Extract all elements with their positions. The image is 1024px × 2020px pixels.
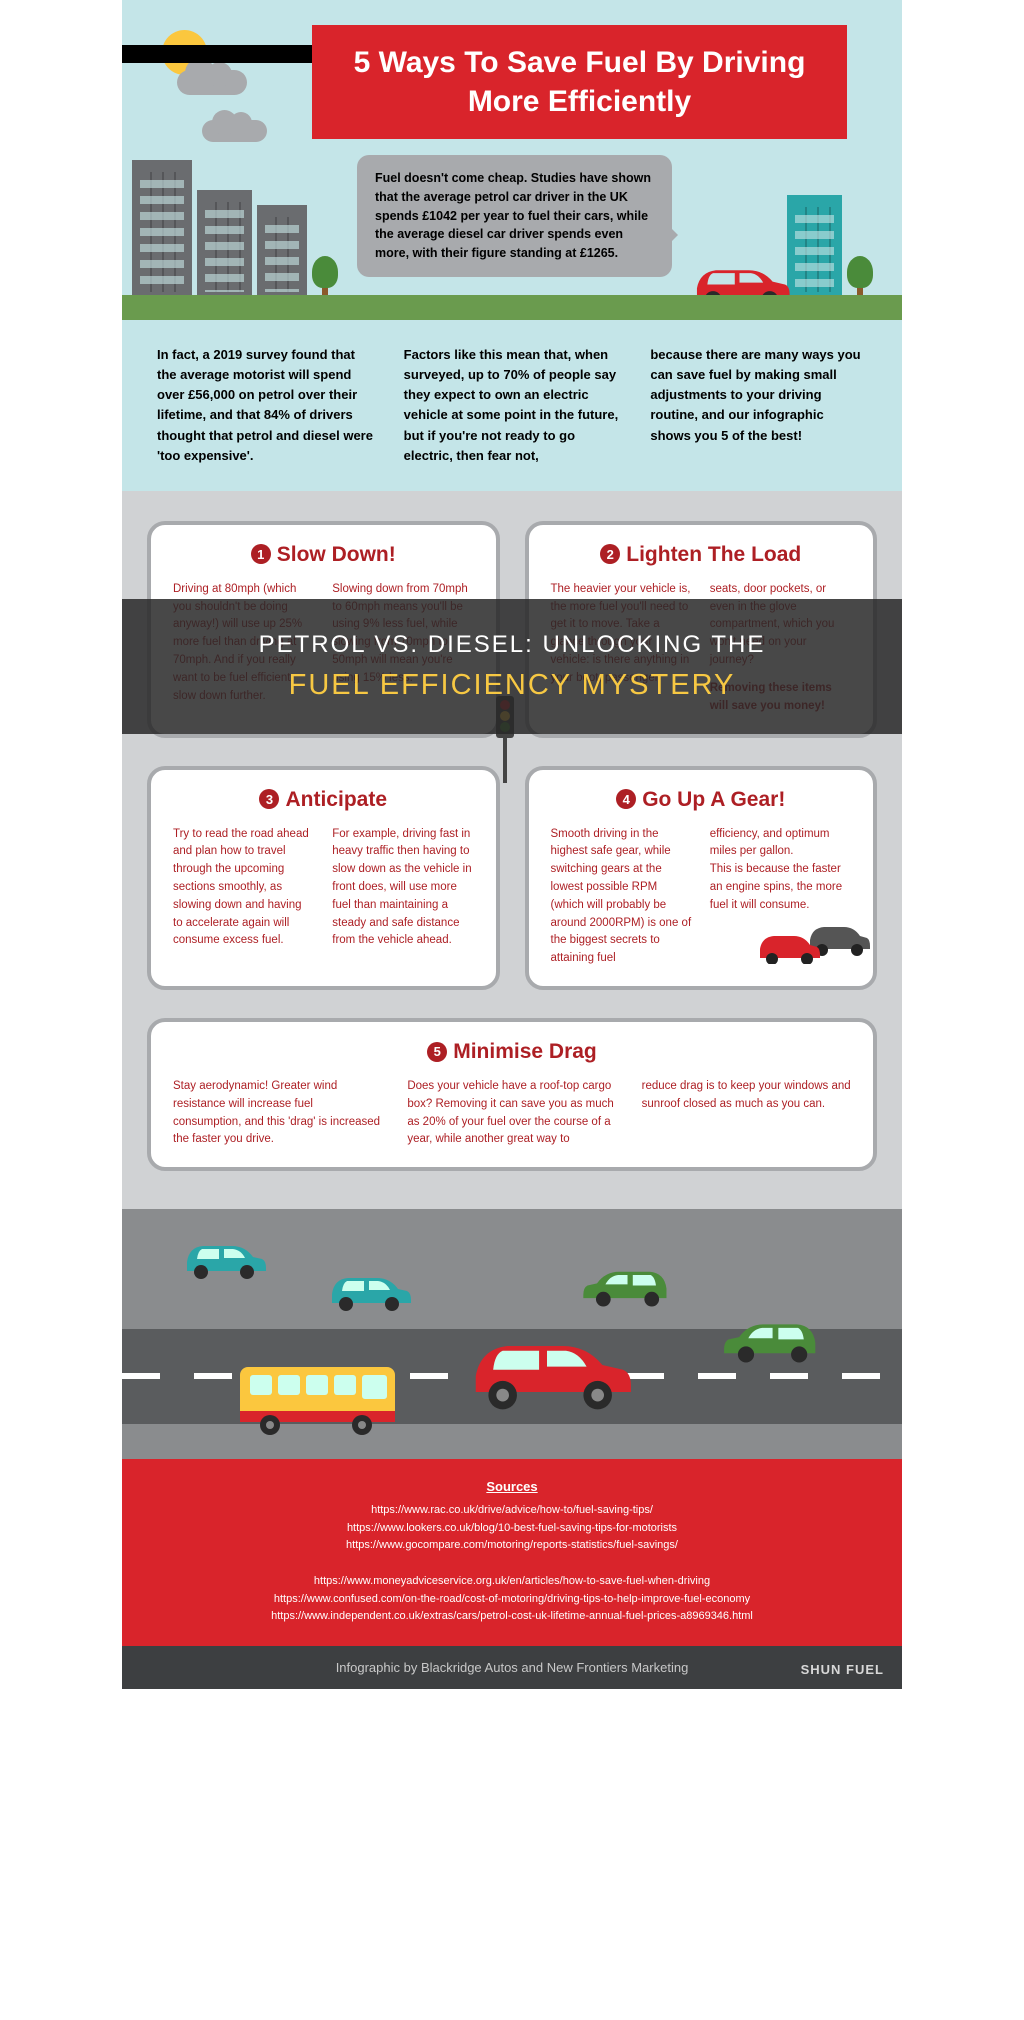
tip-text: Stay aerodynamic! Greater wind resistanc… [173,1078,382,1149]
credit-footer: Infographic by Blackridge Autos and New … [122,1646,902,1689]
tip-text: Try to read the road ahead and plan how … [173,826,314,951]
source-link: https://www.moneyadviceservice.org.uk/en… [152,1573,872,1591]
tip-number: 2 [600,544,620,564]
tip-number: 3 [259,789,279,809]
overlay-line1: PETROL VS. DIESEL: UNLOCKING THE [122,631,902,659]
tip-card-5: 5Minimise Drag Stay aerodynamic! Greater… [147,1018,877,1171]
watermark: SHUN FUEL [801,1662,884,1677]
building-icon [257,205,307,300]
car-icon [177,1237,272,1282]
tip-title: 1Slow Down! [173,543,474,567]
intro-columns: In fact, a 2019 survey found that the av… [122,320,902,491]
source-link: https://www.independent.co.uk/extras/car… [152,1608,872,1626]
tip-text: Does your vehicle have a roof-top cargo … [407,1078,616,1149]
title-accent-bar [122,45,317,63]
article-title-overlay: PETROL VS. DIESEL: UNLOCKING THE FUEL EF… [122,599,902,734]
building-icon [197,190,252,300]
source-link: https://www.rac.co.uk/drive/advice/how-t… [152,1502,872,1520]
tip-row: 5Minimise Drag Stay aerodynamic! Greater… [147,1018,877,1171]
infographic-container: 5 Ways To Save Fuel By Driving More Effi… [122,0,902,1689]
intro-col-3: because there are many ways you can save… [650,345,867,466]
header-sky: 5 Ways To Save Fuel By Driving More Effi… [122,0,902,320]
tip-title: 3Anticipate [173,788,474,812]
tip-text: reduce drag is to keep your windows and … [642,1078,851,1149]
tip-text: For example, driving fast in heavy traff… [332,826,473,951]
tip-number: 1 [251,544,271,564]
car-icon [717,1314,827,1366]
source-link: https://www.confused.com/on-the-road/cos… [152,1591,872,1609]
credit-text: Infographic by Blackridge Autos and New … [336,1660,689,1675]
tip-number: 4 [616,789,636,809]
tip-title: 5Minimise Drag [173,1040,851,1064]
intro-speech-bubble: Fuel doesn't come cheap. Studies have sh… [357,155,672,277]
tip-title: 2Lighten The Load [551,543,852,567]
sources-title: Sources [152,1479,872,1494]
car-icon [452,1324,642,1414]
tips-section: PETROL VS. DIESEL: UNLOCKING THE FUEL EF… [122,491,902,1219]
car-icon [322,1269,417,1314]
small-cars-icon [752,919,872,964]
source-link: https://www.lookers.co.uk/blog/10-best-f… [152,1520,872,1538]
source-link: https://www.gocompare.com/motoring/repor… [152,1537,872,1555]
cloud-icon [202,120,267,142]
building-icon [132,160,192,300]
tip-text: Smooth driving in the highest safe gear,… [551,826,692,969]
sources-section: Sources https://www.rac.co.uk/drive/advi… [122,1459,902,1646]
car-icon [577,1262,677,1310]
tip-card-3: 3Anticipate Try to read the road ahead a… [147,766,500,991]
main-title: 5 Ways To Save Fuel By Driving More Effi… [347,43,812,121]
overlay-line2: FUEL EFFICIENCY MYSTERY [122,669,902,702]
title-box: 5 Ways To Save Fuel By Driving More Effi… [312,25,847,139]
tip-title: 4Go Up A Gear! [551,788,852,812]
intro-col-1: In fact, a 2019 survey found that the av… [157,345,374,466]
road-scene [122,1209,902,1459]
tip-number: 5 [427,1042,447,1062]
intro-col-2: Factors like this mean that, when survey… [404,345,621,466]
cloud-icon [177,70,247,95]
grass [122,295,902,320]
bus-icon [232,1359,407,1439]
